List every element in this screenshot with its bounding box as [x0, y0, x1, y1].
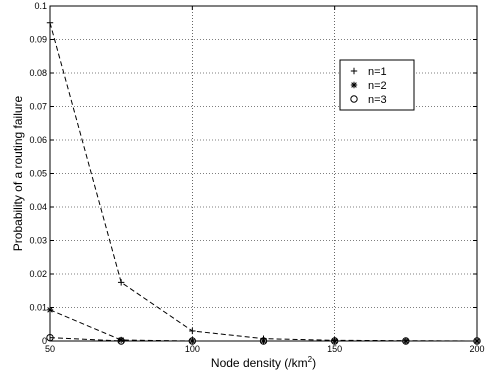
legend: n=1 n=2 n=3	[339, 59, 415, 111]
data-point-star	[473, 337, 481, 345]
series-markers	[46, 19, 481, 345]
data-point-circle	[402, 337, 410, 345]
x-tick-label: 150	[327, 344, 342, 354]
legend-marker-star	[350, 81, 358, 89]
y-tick-label: 0	[42, 336, 47, 346]
x-axis-label-superscript: 2	[308, 355, 313, 364]
data-point-plus	[117, 279, 125, 286]
data-point-circle	[330, 337, 339, 345]
data-point-star	[46, 306, 54, 314]
legend-label: n=1	[368, 66, 387, 78]
data-point-circle	[473, 337, 481, 345]
x-tick-label: 200	[469, 344, 484, 354]
y-tick-label: 0.08	[29, 68, 47, 78]
y-tick-label: 0.09	[29, 35, 47, 45]
axis-labels: Node density (/km2) Probability of a rou…	[11, 95, 316, 370]
data-point-plus	[189, 327, 196, 335]
data-point-circle	[117, 337, 125, 345]
data-point-star	[402, 337, 410, 345]
y-tick-label: 0.02	[29, 269, 47, 279]
y-tick-label: 0.03	[29, 236, 47, 246]
data-point-plus	[46, 19, 54, 26]
data-point-circle	[188, 337, 197, 345]
legend-label: n=3	[368, 94, 387, 106]
data-point-star	[260, 337, 267, 345]
x-axis-label-main: Node density (/km	[211, 356, 308, 370]
x-tick-label: 100	[185, 344, 200, 354]
y-axis-label: Probability of a routing failure	[11, 95, 25, 251]
y-tick-label: 0.06	[29, 135, 47, 145]
data-point-star	[189, 337, 196, 345]
y-tick-label: 0.04	[29, 202, 47, 212]
x-axis-label-suffix: )	[312, 356, 316, 370]
legend-label: n=2	[368, 80, 387, 92]
ticks: 50 100 150 200 0 0.01 0.02 0.03 0.04 0.05 0.06 0.07…	[29, 1, 484, 354]
y-tick-label: 0.05	[29, 169, 47, 179]
y-tick-label: 0.07	[29, 102, 47, 112]
y-tick-label: 0.1	[34, 1, 47, 11]
legend-marker-circle	[350, 95, 358, 103]
grid	[50, 6, 477, 341]
y-tick-label: 0.01	[29, 303, 47, 313]
data-point-star	[331, 337, 338, 345]
data-point-circle	[46, 333, 54, 342]
legend-marker-plus	[350, 67, 358, 75]
x-axis-label: Node density (/km2)	[211, 355, 316, 370]
x-tick-label: 50	[45, 344, 55, 354]
data-point-circle	[259, 337, 268, 345]
